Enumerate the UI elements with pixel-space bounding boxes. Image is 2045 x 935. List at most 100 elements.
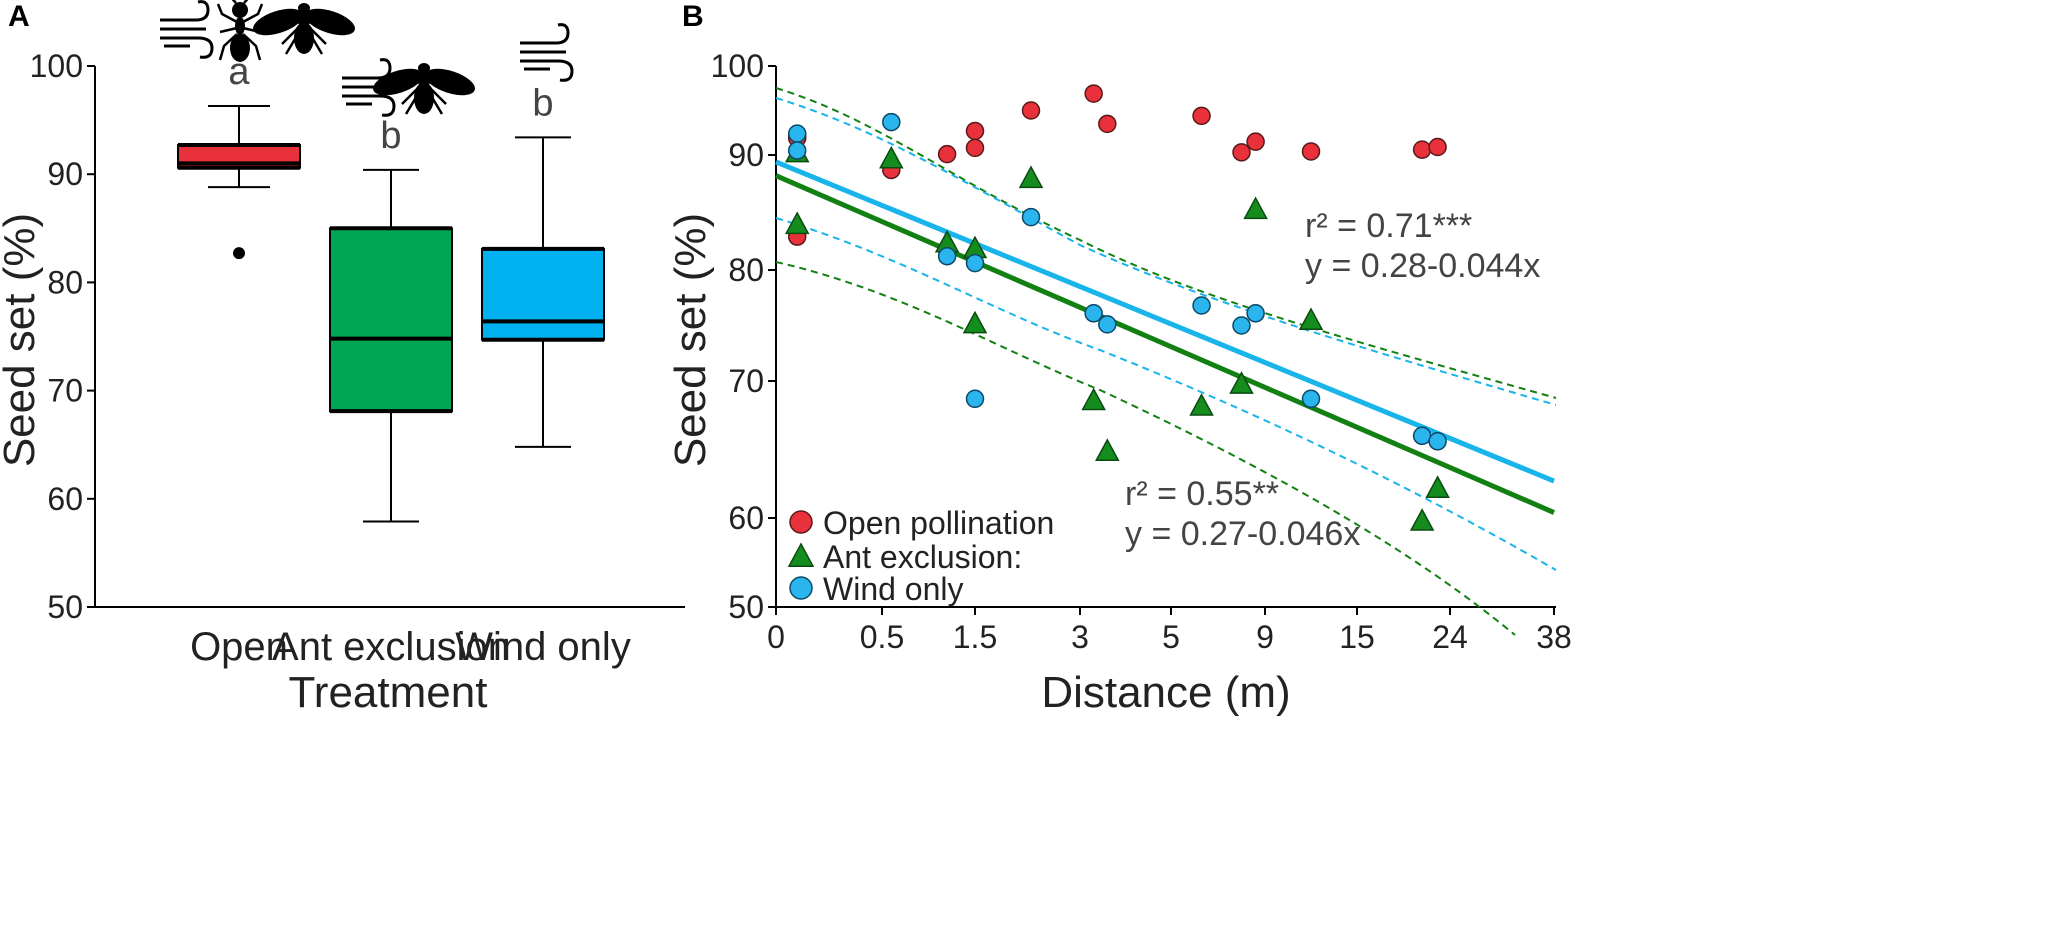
box-ant-exclusion (329, 168, 453, 523)
point-ant-exclusion (1409, 508, 1435, 531)
panel-a-x-axis-title: Treatment (289, 668, 488, 717)
legend-marker (789, 576, 813, 600)
point-ant-exclusion (1243, 196, 1268, 220)
panel-b-annotations: r² = 0.71***y = 0.28-0.044x r² = 0.55**y … (1125, 207, 1540, 553)
point-ant-exclusion (879, 145, 904, 169)
point-wind-only (787, 141, 807, 160)
box-iqr (481, 247, 605, 341)
point-wind-only (1192, 296, 1211, 315)
panel-a-category-label: Ant exclusion (272, 625, 510, 669)
point-ant-exclusion (962, 310, 988, 334)
point-open-pollination (1412, 140, 1432, 159)
point-wind-only (1428, 432, 1447, 451)
point-wind-only (1232, 316, 1251, 335)
bee-icon (368, 61, 480, 116)
panel-b-x-tick-label: 0.5 (860, 619, 904, 655)
outlier-point (233, 247, 245, 260)
point-wind-only (1412, 426, 1432, 446)
point-wind-only (1301, 389, 1321, 409)
panel-a-y-axis-title: Seed set (%) (0, 213, 44, 467)
point-ant-exclusion (1298, 307, 1324, 331)
ant-upper-confidence-band (775, 87, 1557, 399)
panel-letter-b: B (682, 0, 704, 33)
panel-a-box-plot: 50 60 70 80 90 100 Open a Ant exclusion b Wind on… (0, 0, 685, 717)
box-iqr (329, 227, 453, 413)
point-open-pollination (937, 144, 957, 164)
panel-a-y-tick-label: 90 (47, 156, 83, 192)
panel-a-category-label: Open (190, 625, 288, 669)
point-ant-exclusion (1095, 438, 1120, 461)
point-ant-exclusion (1189, 393, 1214, 416)
point-wind-only (787, 124, 807, 143)
significance-letter: b (532, 82, 553, 124)
panel-a-y-tick-label: 60 (47, 481, 83, 517)
fit-equation-label: y = 0.28-0.044x (1305, 247, 1540, 285)
panel-b-y-axis-title: Seed set (%) (666, 213, 715, 467)
point-wind-only (882, 112, 901, 132)
panel-a-axes: 50 60 70 80 90 100 (30, 48, 685, 625)
legend-label: Ant exclusion: (823, 539, 1022, 575)
panel-b-x-tick-label: 38 (1536, 619, 1572, 655)
point-open-pollination (1084, 84, 1103, 103)
panel-b-x-tick-label: 3 (1071, 619, 1089, 655)
panel-b-y-tick-label: 60 (728, 500, 764, 536)
point-wind-only (965, 389, 985, 409)
panel-b-scatter-plot: 50 60 70 80 90 100 0 0.5 1.5 3 5 9 15 24 38 Open polli… (666, 48, 1572, 717)
legend-label: Open pollination (823, 505, 1054, 541)
panel-b-x-tick-label: 5 (1162, 619, 1180, 655)
point-ant-exclusion (1018, 165, 1044, 189)
wind-upper-confidence-band (775, 97, 1557, 406)
point-open-pollination (1098, 114, 1117, 134)
panel-letter-a: A (8, 0, 30, 33)
point-wind-only (937, 246, 957, 266)
panel-b-x-tick-label: 9 (1256, 619, 1274, 655)
panel-b-y-tick-label: 100 (711, 48, 764, 84)
legend-marker (787, 542, 815, 567)
point-open-pollination (1301, 142, 1321, 161)
point-wind-only (1098, 315, 1117, 334)
point-open-pollination (1428, 137, 1447, 157)
panel-b-x-tick-label: 0 (767, 619, 785, 655)
panel-b-x-tick-label: 15 (1339, 619, 1375, 655)
point-open-pollination (1021, 101, 1041, 120)
point-wind-only (965, 253, 985, 273)
panel-b-axes: 50 60 70 80 90 100 0 0.5 1.5 3 5 9 15 24 38 (711, 48, 1572, 655)
point-open-pollination (965, 121, 985, 141)
box-wind-only (481, 136, 605, 448)
panel-a-y-tick-label: 80 (47, 264, 83, 300)
wind-icon (158, 0, 214, 59)
point-wind-only (1021, 207, 1041, 227)
point-ant-exclusion (1229, 371, 1254, 394)
panel-a-y-tick-label: 70 (47, 373, 83, 409)
panel-a-y-tick-label: 50 (47, 589, 83, 625)
panel-b-y-tick-label: 50 (728, 589, 764, 625)
panel-b-x-tick-label: 24 (1432, 619, 1468, 655)
point-ant-exclusion (1081, 387, 1106, 411)
significance-letter: b (380, 115, 401, 157)
significance-letter: a (228, 51, 250, 93)
panel-b-points (784, 84, 1450, 531)
panel-b-y-tick-label: 80 (728, 252, 764, 288)
panel-a-labels: Open a Ant exclusion b Wind only b (190, 51, 631, 669)
legend-label: Wind only (823, 571, 964, 607)
point-open-pollination (1246, 132, 1265, 151)
panel-b-y-tick-label: 70 (728, 363, 764, 399)
fit-r2-label: r² = 0.55** (1125, 475, 1279, 513)
panel-b-x-tick-label: 1.5 (953, 619, 997, 655)
fit-r2-label: r² = 0.71*** (1305, 207, 1472, 245)
panel-a-boxes (177, 105, 605, 523)
point-wind-only (1246, 304, 1265, 323)
point-ant-exclusion (784, 211, 810, 235)
bee-icon (248, 1, 360, 56)
point-wind-only (1084, 304, 1103, 323)
ant-lower-confidence-band (775, 261, 1516, 636)
point-open-pollination (1192, 106, 1211, 126)
panel-a-y-tick-label: 100 (30, 48, 83, 84)
point-ant-exclusion (1425, 475, 1450, 498)
wind-icon (518, 23, 574, 82)
box-open (177, 105, 301, 260)
panel-b-y-tick-label: 90 (728, 137, 764, 173)
panel-a-pollinator-icons (158, 0, 574, 117)
